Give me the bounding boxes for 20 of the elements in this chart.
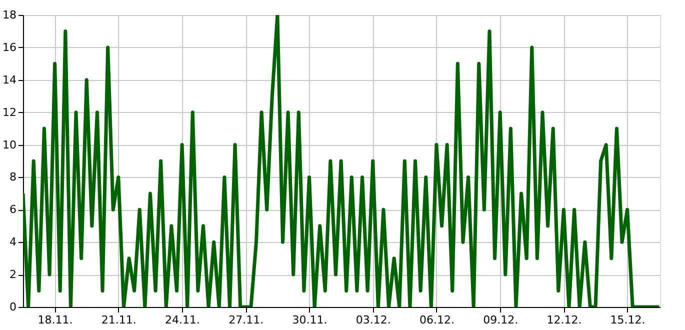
y-tick-label: 4 xyxy=(10,236,16,249)
y-tick-label: 2 xyxy=(10,268,16,282)
x-tick-label: 09.12. xyxy=(483,314,518,326)
x-tick-label: 12.12. xyxy=(546,314,582,326)
y-tick-label: 0 xyxy=(10,300,16,314)
x-tick-label: 18.11. xyxy=(38,314,73,326)
y-tick-label: 8 xyxy=(10,170,16,184)
x-tick-label: 21.11. xyxy=(101,314,136,326)
x-tick-label: 03.12. xyxy=(356,314,391,326)
x-tick-label: 27.11. xyxy=(228,314,264,326)
y-tick-label: 6 xyxy=(10,203,16,216)
y-tick-label: 14 xyxy=(2,73,16,86)
x-tick-label: 30.11. xyxy=(292,314,328,326)
x-tick-label: 24.11. xyxy=(165,314,200,326)
y-tick-label: 18 xyxy=(2,8,16,22)
y-tick-label: 12 xyxy=(2,106,16,119)
x-tick-label: 15.12. xyxy=(610,314,646,326)
x-tick-label: 06.12. xyxy=(419,314,454,326)
y-tick-label: 16 xyxy=(2,40,16,54)
y-tick-label: 10 xyxy=(2,138,16,152)
